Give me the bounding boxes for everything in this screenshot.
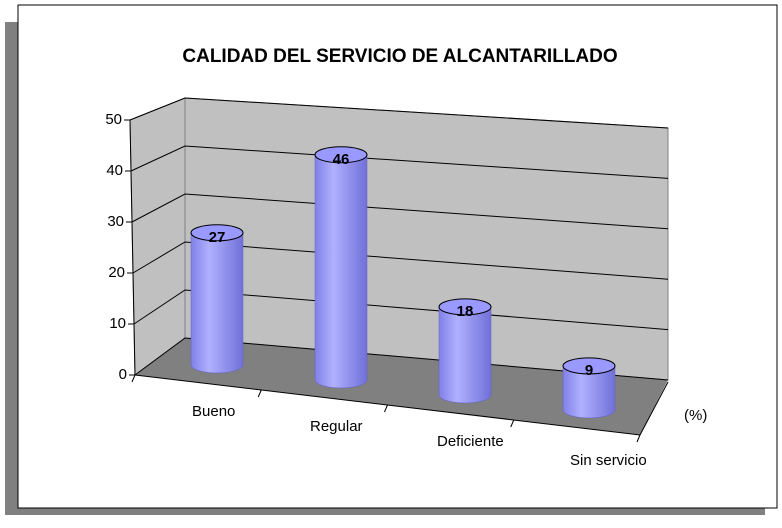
y-tick-label: 0 <box>119 366 127 383</box>
side-wall <box>129 97 186 376</box>
bar-top <box>438 298 492 316</box>
data-label: 27 <box>209 229 226 246</box>
grid-line <box>133 289 669 331</box>
x-tick <box>636 434 641 443</box>
data-label: 9 <box>585 362 593 379</box>
x-tick-label: Regular <box>310 418 363 435</box>
x-tick <box>257 389 262 398</box>
chart-title: CALIDAD DEL SERVICIO DE ALCANTARILLADO <box>182 46 617 67</box>
back-wall <box>184 97 669 381</box>
bar-top <box>314 146 368 164</box>
y-tick-label: 10 <box>109 315 126 332</box>
grid-line <box>129 97 669 129</box>
bar <box>562 365 616 419</box>
bar <box>438 306 492 404</box>
floor <box>135 338 668 435</box>
data-label: 46 <box>333 151 350 168</box>
y-tick-label: 50 <box>105 111 122 128</box>
bar <box>314 154 368 389</box>
x-tick-label: Deficiente <box>437 433 504 450</box>
x-tick <box>384 404 388 413</box>
y-tick-label: 40 <box>106 162 123 179</box>
grid-line <box>134 337 669 381</box>
x-tick-label: Sin servicio <box>570 452 647 469</box>
depth-axis <box>639 381 669 436</box>
x-tick-label: Bueno <box>192 403 235 420</box>
y-tick-label: 30 <box>107 213 124 230</box>
bar-top <box>562 357 616 375</box>
grid-line <box>130 145 669 179</box>
bar <box>190 232 244 374</box>
x-tick <box>131 374 136 383</box>
grid-line <box>131 193 669 230</box>
data-label: 18 <box>457 303 474 320</box>
bar-top <box>190 224 244 242</box>
y-axis <box>129 119 136 376</box>
y-tick-label: 20 <box>108 264 125 281</box>
depth-axis-label: (%) <box>684 407 707 424</box>
grid-line <box>132 241 669 280</box>
x-tick <box>510 419 515 428</box>
